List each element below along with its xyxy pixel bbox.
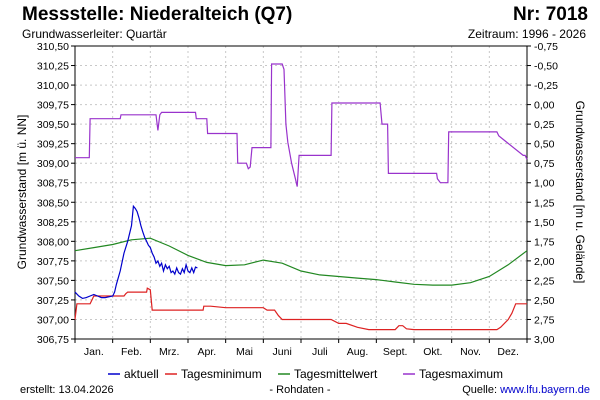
y-tick-label-right: 1,00 <box>534 178 555 190</box>
page-title: Messstelle: Niederalteich (Q7) <box>22 4 293 25</box>
series-lines <box>74 63 528 331</box>
series-line-tagesminimum <box>74 287 527 331</box>
x-tick-label: Mai <box>236 346 253 358</box>
y-axis-left-title: Grundwasserstand [m ü. NN] <box>15 115 29 270</box>
y-tick-label-left: 309,50 <box>37 119 69 131</box>
y-tick-label-left: 307,75 <box>37 256 69 268</box>
x-tick-label: Nov. <box>460 346 481 358</box>
y-axis-left: 306,75 307,00 307,25 307,50 307,75 308,00 308,… <box>37 41 75 346</box>
y-tick-label-left: 308,75 <box>37 178 69 190</box>
y-tick-label-left: 309,25 <box>37 139 69 151</box>
y-tick-label-right: 1,25 <box>534 197 555 209</box>
y-tick-label-right: 0,00 <box>534 100 555 112</box>
x-tick-label: Feb. <box>121 346 142 358</box>
y-tick-label-left: 310,25 <box>37 61 69 73</box>
y-tick-label-right: 3,00 <box>534 334 555 346</box>
y-tick-label-right: -0,50 <box>534 61 558 73</box>
y-tick-label-left: 309,00 <box>37 158 69 170</box>
legend-label: Tagesmaximum <box>419 367 503 381</box>
legend-label: aktuell <box>124 367 159 381</box>
y-tick-label-right: 2,25 <box>534 275 555 287</box>
x-tick-label: Okt. <box>423 346 442 358</box>
station-number: Nr: 7018 <box>513 4 588 25</box>
series-line-aktuell <box>74 204 198 300</box>
y-tick-label-right: 0,50 <box>534 139 555 151</box>
source-link[interactable]: www.lfu.bayern.de <box>500 384 590 396</box>
legend-label: Tagesminimum <box>181 367 262 381</box>
y-tick-label-left: 308,50 <box>37 197 69 209</box>
y-axis-right: 3,00 2,75 2,50 2,25 2,00 1,75 1,50 1,25 1,00 0,75… <box>527 41 558 346</box>
x-tick-label: Juli <box>312 346 328 358</box>
x-tick-label: Dez. <box>497 346 519 358</box>
x-tick-label: Sept. <box>383 346 408 358</box>
y-tick-label-right: 1,50 <box>534 217 555 229</box>
y-tick-label-right: 0,25 <box>534 119 555 131</box>
y-tick-label-right: 2,00 <box>534 256 555 268</box>
y-tick-label-left: 307,50 <box>37 275 69 287</box>
x-tick-label: Apr. <box>197 346 216 358</box>
grid <box>75 45 527 340</box>
y-tick-label-left: 310,00 <box>37 80 69 92</box>
x-axis: Jan. Feb. Mrz. Apr. Mai Juni Juli Aug. Sept. Okt.… <box>74 339 528 358</box>
aquifer-label: Grundwasserleiter: Quartär <box>22 27 167 41</box>
y-tick-label-right: 0,75 <box>534 158 555 170</box>
period-label: Zeitraum: 1996 - 2026 <box>467 27 586 41</box>
created-date: erstellt: 13.04.2026 <box>20 384 114 396</box>
y-tick-label-left: 310,50 <box>37 41 69 53</box>
y-tick-label-right: 1,75 <box>534 236 555 248</box>
x-tick-label: Juni <box>273 346 292 358</box>
y-tick-label-right: -0,75 <box>534 41 558 53</box>
y-tick-label-right: 2,75 <box>534 314 555 326</box>
y-tick-label-left: 306,75 <box>37 334 69 346</box>
source: Quelle: www.lfu.bayern.de <box>462 384 590 396</box>
y-tick-label-left: 307,25 <box>37 295 69 307</box>
y-tick-label-left: 308,00 <box>37 236 69 248</box>
y-tick-label-left: 308,25 <box>37 217 69 229</box>
x-tick-label: Mrz. <box>159 346 179 358</box>
legend-label: Tagesmittelwert <box>294 367 378 381</box>
series-line-tagesmaximum <box>75 63 528 187</box>
series-line-tagesmittelwert <box>74 237 528 286</box>
x-tick-label: Aug. <box>347 346 369 358</box>
y-tick-label-left: 309,75 <box>37 100 69 112</box>
y-tick-label-left: 307,00 <box>37 314 69 326</box>
raw-data-note: - Rohdaten - <box>269 384 331 396</box>
y-axis-right-title: Grundwasserstand [m u. Gelände] <box>573 101 587 284</box>
y-tick-label-right: 2,50 <box>534 295 555 307</box>
x-tick-label: Jan. <box>84 346 104 358</box>
source-label: Quelle: <box>462 384 501 396</box>
legend: aktuell Tagesminimum Tagesmittelwert Tagesm… <box>108 367 503 381</box>
y-tick-label-right: -0,25 <box>534 80 558 92</box>
